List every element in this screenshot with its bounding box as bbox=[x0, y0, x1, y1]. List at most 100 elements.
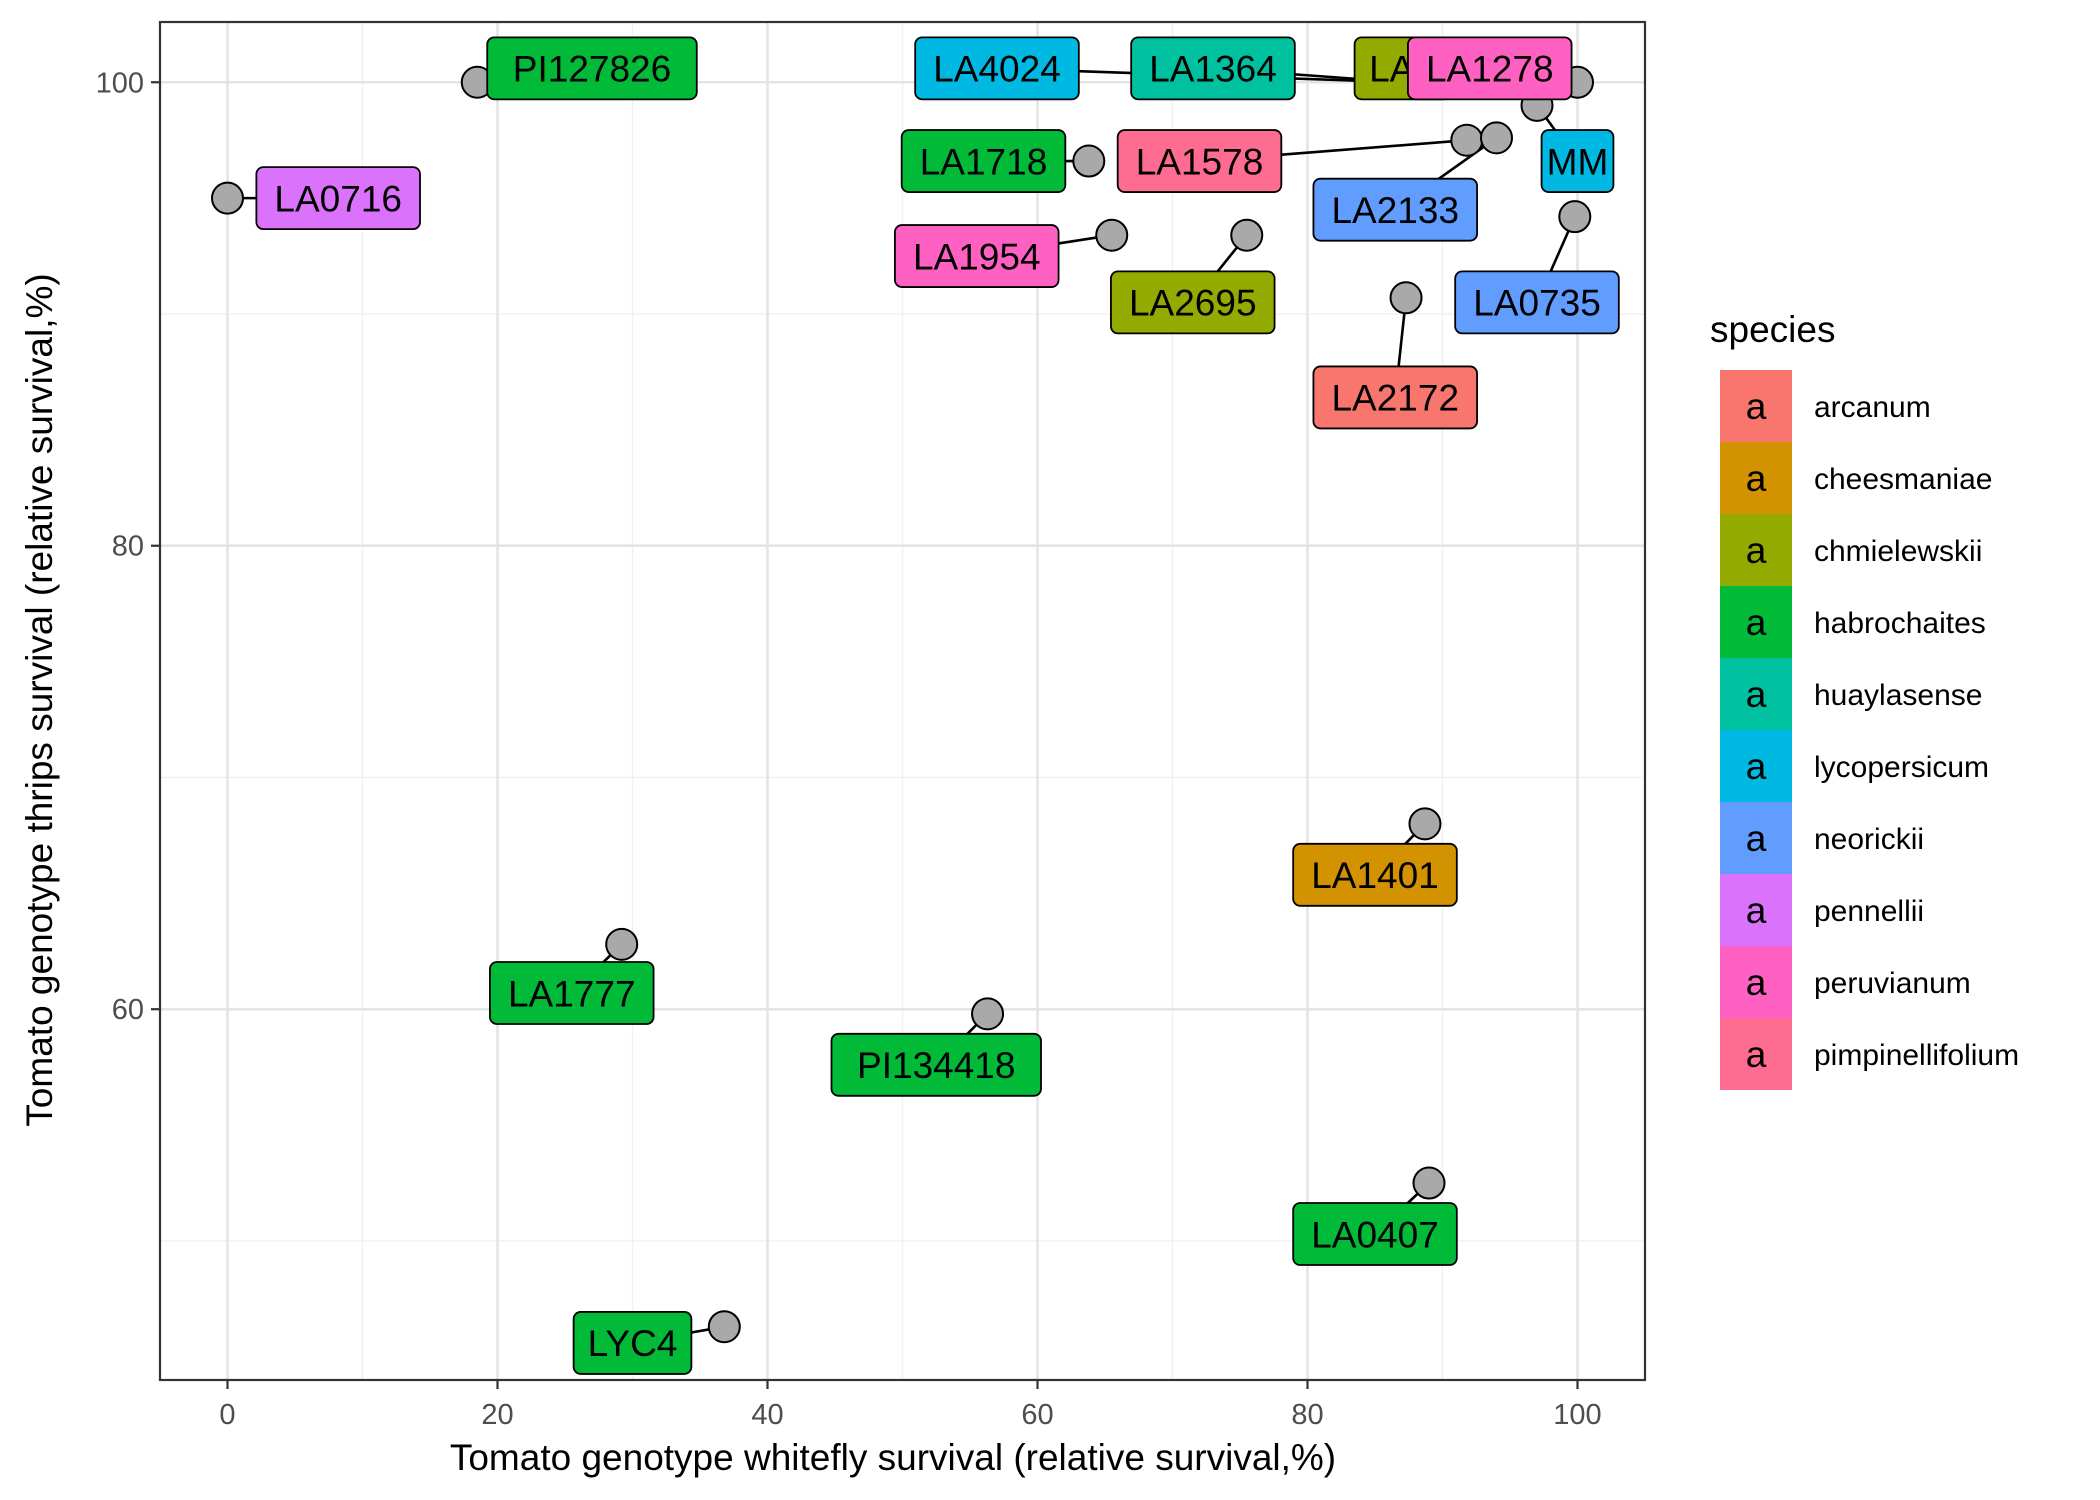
legend-key bbox=[1720, 514, 1792, 586]
legend-label: neorickii bbox=[1814, 823, 1924, 856]
legend-item-chmielewskii: a chmielewskii bbox=[1720, 514, 1982, 586]
legend-key-glyph: a bbox=[1746, 746, 1767, 787]
data-point-la1954 bbox=[1095, 218, 1129, 252]
legend-item-cheesmaniae: a cheesmaniae bbox=[1720, 442, 1992, 514]
label-box bbox=[255, 166, 421, 231]
legend-key bbox=[1720, 1018, 1792, 1090]
panel-border bbox=[158, 20, 1647, 1382]
data-point-pi134418 bbox=[971, 997, 1005, 1031]
label-box bbox=[900, 129, 1067, 193]
x-tick-label: 40 bbox=[751, 1399, 783, 1431]
x-tick-label: 0 bbox=[219, 1399, 235, 1431]
label-box bbox=[489, 961, 655, 1025]
point-label-la0735: LA0735 bbox=[1454, 270, 1620, 335]
legend-label: pennellii bbox=[1814, 895, 1924, 928]
axes: 0 20 40 60 80 100 60 80 100 bbox=[96, 67, 1602, 1431]
legend-key-glyph: a bbox=[1746, 458, 1767, 499]
legend-label: pimpinellifolium bbox=[1814, 1039, 2019, 1072]
label-text: LA2695 bbox=[1129, 283, 1257, 324]
label-box bbox=[1540, 129, 1615, 193]
point-label-mm: MM bbox=[1540, 129, 1615, 193]
label-box bbox=[486, 36, 698, 101]
label-box bbox=[1454, 270, 1620, 335]
label-box bbox=[1130, 36, 1296, 101]
point-label-la1777: LA1777 bbox=[489, 961, 655, 1025]
legend-key-glyph: a bbox=[1746, 962, 1767, 1003]
x-tick-label: 20 bbox=[481, 1399, 513, 1431]
legend-key-glyph: a bbox=[1746, 818, 1767, 859]
legend-key bbox=[1720, 370, 1792, 442]
label-text: LA2133 bbox=[1331, 190, 1459, 231]
label-text: LA1401 bbox=[1311, 855, 1439, 896]
label-box bbox=[830, 1032, 1042, 1097]
legend-label: arcanum bbox=[1814, 391, 1931, 424]
legend-key bbox=[1720, 730, 1792, 802]
label-text: LA1777 bbox=[508, 973, 636, 1014]
data-point-la1777 bbox=[605, 927, 639, 961]
label-text: LA1364 bbox=[1149, 49, 1277, 90]
data-point-la0407 bbox=[1412, 1166, 1446, 1200]
legend-item-neorickii: a neorickii bbox=[1720, 802, 1924, 874]
legend-key bbox=[1720, 946, 1792, 1018]
data-point-la0735 bbox=[1558, 200, 1592, 234]
legend-item-habrochaites: a habrochaites bbox=[1720, 586, 1986, 658]
legend-key bbox=[1720, 586, 1792, 658]
point-label-la2172: LA2172 bbox=[1312, 365, 1478, 430]
label-box bbox=[1407, 36, 1573, 101]
point-label-lyc4: LYC4 bbox=[572, 1311, 693, 1375]
point-label-la1401: LA1401 bbox=[1292, 842, 1458, 907]
label-box bbox=[1110, 270, 1276, 335]
data-point-la0716 bbox=[211, 181, 244, 215]
legend-key-glyph: a bbox=[1746, 602, 1767, 643]
legend-label: habrochaites bbox=[1814, 607, 1986, 640]
legend-label: peruvianum bbox=[1814, 967, 1971, 1000]
legend-key bbox=[1720, 802, 1792, 874]
label-box bbox=[1312, 365, 1478, 430]
x-tick-label: 80 bbox=[1291, 1399, 1323, 1431]
label-text: LA2172 bbox=[1331, 378, 1459, 419]
label-box bbox=[894, 224, 1060, 288]
label-box bbox=[1312, 177, 1478, 242]
point-label-pi127826: PI127826 bbox=[486, 36, 698, 101]
point-label-la1578: LA1578 bbox=[1116, 129, 1283, 193]
x-tick-label: 60 bbox=[1021, 1399, 1053, 1431]
label-box bbox=[572, 1311, 693, 1375]
y-axis-title: Tomato genotype thrips survival (relativ… bbox=[19, 273, 60, 1126]
y-tick-label: 80 bbox=[112, 531, 144, 563]
data-point-la2695 bbox=[1230, 218, 1264, 252]
data-point-la2172 bbox=[1389, 281, 1423, 315]
legend-key-glyph: a bbox=[1746, 890, 1767, 931]
point-label-la2133: LA2133 bbox=[1312, 177, 1478, 242]
point-label-la1364: LA1364 bbox=[1130, 36, 1296, 101]
legend-item-pimpinellifolium: a pimpinellifolium bbox=[1720, 1018, 2019, 1090]
label-box bbox=[1116, 129, 1283, 193]
x-axis-title: Tomato genotype whitefly survival (relat… bbox=[450, 1437, 1336, 1478]
data-point-la1401 bbox=[1408, 807, 1442, 841]
label-text: LA1278 bbox=[1426, 49, 1554, 90]
legend-key-glyph: a bbox=[1746, 386, 1767, 427]
legend-label: huaylasense bbox=[1814, 679, 1982, 712]
legend-key-glyph: a bbox=[1746, 674, 1767, 715]
label-text: LA1718 bbox=[920, 141, 1048, 182]
legend-key bbox=[1720, 442, 1792, 514]
legend: species a arcanum a cheesmaniae a chmielewski… bbox=[1710, 309, 2019, 1090]
data-points bbox=[211, 65, 1594, 1344]
label-text: PI134418 bbox=[857, 1045, 1015, 1086]
point-label-la2695: LA2695 bbox=[1110, 270, 1276, 335]
legend-key bbox=[1720, 874, 1792, 946]
legend-item-lycopersicum: a lycopersicum bbox=[1720, 730, 1989, 802]
label-box bbox=[1292, 842, 1458, 907]
point-label-la0716: LA0716 bbox=[255, 166, 421, 231]
label-text: MM bbox=[1547, 141, 1609, 182]
label-text: LA0735 bbox=[1473, 283, 1601, 324]
x-tick-label: 100 bbox=[1553, 1399, 1601, 1431]
legend-item-arcanum: a arcanum bbox=[1720, 370, 1931, 442]
legend-key-glyph: a bbox=[1746, 530, 1767, 571]
legend-key-glyph: a bbox=[1746, 1034, 1767, 1075]
data-point-la1718 bbox=[1072, 144, 1106, 178]
leader-segment bbox=[1281, 138, 1467, 156]
legend-label: lycopersicum bbox=[1814, 751, 1989, 784]
